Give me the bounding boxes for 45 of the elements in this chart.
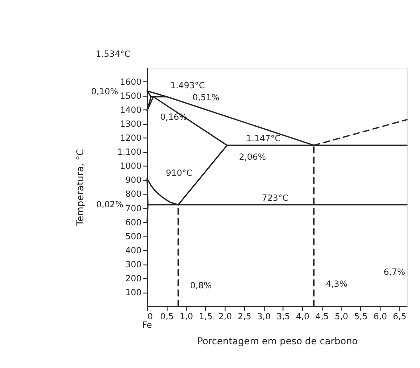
- text: 0,10%: [91, 87, 118, 98]
- y-tick-label: 1600: [120, 78, 142, 88]
- y-tick-label: 300: [126, 260, 142, 270]
- y-tick-label: 1400: [120, 106, 142, 116]
- x-tick-label: 5,0: [334, 312, 348, 323]
- annotation: 4,3%: [326, 280, 348, 290]
- x-tick-label: 3,5: [276, 312, 290, 323]
- y-tick-label: 1200: [120, 134, 142, 144]
- y-tick-label: 1.100: [118, 148, 142, 158]
- annotation: 2,06%: [239, 153, 266, 164]
- text: 1.534°C: [96, 50, 131, 60]
- y-tick-label: 1300: [120, 120, 142, 130]
- x-tick-label: 0,5: [160, 312, 174, 323]
- x-tick-label: 6,5: [393, 312, 407, 323]
- x-tick-label: 6,0: [374, 312, 388, 323]
- annotation: 910°C: [166, 169, 193, 180]
- x-tick-label: 2,0: [218, 312, 232, 323]
- x-tick-label: 4,0: [296, 312, 310, 323]
- y-tick-label: 1500: [120, 92, 142, 102]
- annotation: 0,8%: [190, 282, 212, 292]
- y-tick-label: 700: [126, 204, 142, 214]
- y-tick-label: 600: [126, 218, 142, 228]
- y-tick-label: 100: [126, 288, 142, 298]
- y-tick-label: 800: [126, 190, 142, 200]
- y-tick-label: 1000: [120, 162, 142, 172]
- x-tick-label: 4,5: [316, 312, 330, 323]
- y-tick-label: 500: [126, 232, 142, 242]
- annotation: 723°C: [262, 194, 289, 204]
- annotation: 0,51%: [192, 93, 220, 104]
- x-axis-title: Porcentagem em peso de carbono: [197, 336, 358, 348]
- x-tick-label: 0: [148, 312, 154, 323]
- y-tick-label: 900: [126, 176, 142, 186]
- text: 0,02%: [96, 200, 124, 211]
- annotation: 1.147°C: [246, 134, 282, 144]
- annotation: 1.493°C: [170, 81, 206, 92]
- text: Fe: [142, 320, 152, 331]
- y-tick-label: 400: [126, 246, 142, 256]
- x-tick-label: 5,5: [354, 312, 368, 323]
- y-tick-label: 200: [126, 274, 142, 284]
- y-axis-title: Temperatura, °C: [75, 148, 86, 227]
- x-tick-label: 1,0: [180, 312, 194, 323]
- annotation: 6,7%: [384, 268, 406, 278]
- x-tick-label: 2,5: [238, 312, 252, 323]
- x-tick-label: 1,5: [199, 312, 213, 323]
- x-tick-label: 3,0: [257, 312, 271, 323]
